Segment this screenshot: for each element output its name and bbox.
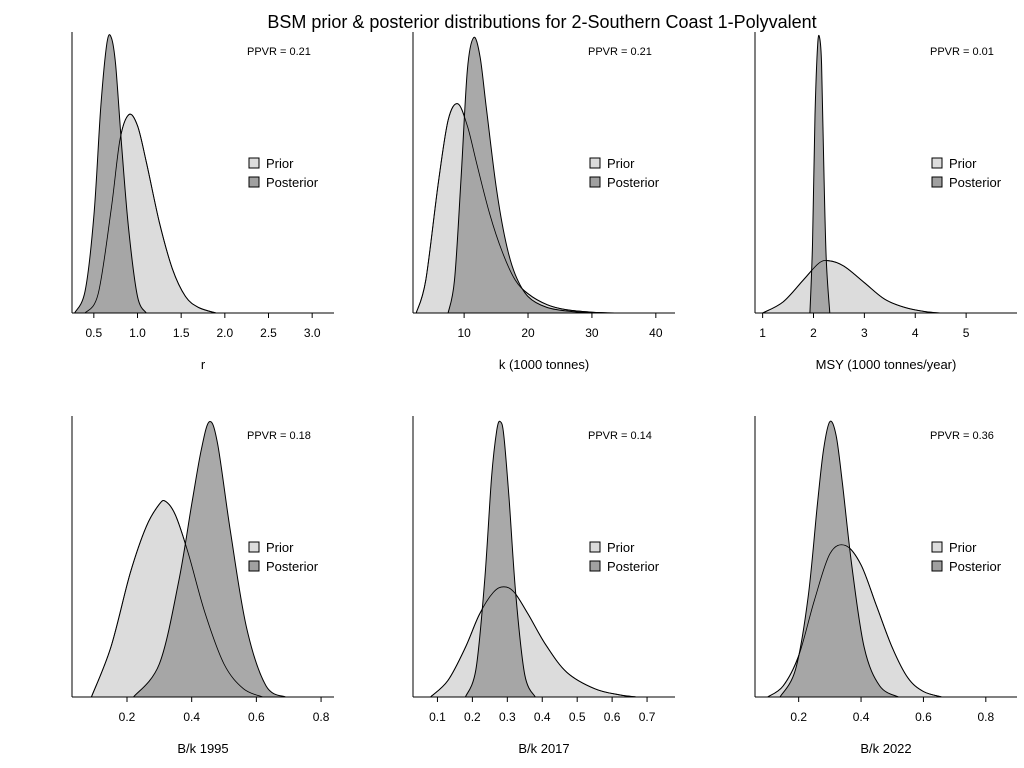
posterior-density: [779, 420, 901, 698]
panel-1: 0.5 1.0 1.5 2.0 2.5 3.0 r PPVR = 0.21 Prior Poste…: [71, 32, 334, 372]
legend-prior-label: Prior: [949, 156, 977, 171]
x-tick-label: 0.4: [183, 710, 200, 724]
posterior-density: [809, 34, 831, 314]
panel-6: 0.2 0.4 0.6 0.8 B/k 2022 PPVR = 0.36 Prior Post…: [754, 416, 1017, 756]
ppvr-annotation: PPVR = 0.21: [247, 46, 311, 58]
legend: Prior Posterior: [589, 540, 660, 574]
x-tick-label: 0.5: [569, 710, 586, 724]
legend-posterior-swatch: [589, 176, 601, 188]
legend-prior-label: Prior: [266, 540, 294, 555]
figure-title: BSM prior & posterior distributions for …: [267, 12, 816, 32]
panels-container: 0.5 1.0 1.5 2.0 2.5 3.0 r PPVR = 0.21 Prior Poste…: [71, 32, 1017, 756]
x-tick-label: 0.6: [248, 710, 265, 724]
x-tick-label: 0.5: [85, 326, 102, 340]
x-tick-label: 4: [912, 326, 919, 340]
legend-prior-swatch: [931, 541, 943, 553]
legend-posterior-swatch: [589, 560, 601, 572]
x-tick-label: 0.2: [790, 710, 807, 724]
x-tick-label: 40: [649, 326, 663, 340]
x-tick-label: 0.2: [119, 710, 136, 724]
x-tick-label: 0.3: [499, 710, 516, 724]
legend-posterior-label: Posterior: [607, 175, 660, 190]
x-tick-label: 1.5: [173, 326, 190, 340]
ppvr-annotation: PPVR = 0.01: [930, 46, 994, 58]
legend-prior-swatch: [589, 541, 601, 553]
prior-outline: [90, 500, 263, 698]
prior-outline: [84, 113, 217, 314]
x-tick-label: 0.4: [534, 710, 551, 724]
x-tick-label: 30: [585, 326, 599, 340]
ppvr-annotation: PPVR = 0.14: [588, 430, 652, 442]
legend-posterior-swatch: [931, 176, 943, 188]
ppvr-annotation: PPVR = 0.21: [588, 46, 652, 58]
legend-prior-label: Prior: [266, 156, 294, 171]
x-tick-label: 0.6: [604, 710, 621, 724]
x-tick-label: 1: [759, 326, 766, 340]
legend: Prior Posterior: [589, 156, 660, 190]
legend: Prior Posterior: [248, 540, 319, 574]
x-axis-label: B/k 1995: [177, 741, 228, 756]
posterior-density: [447, 36, 599, 314]
legend-posterior-swatch: [931, 560, 943, 572]
x-tick-label: 5: [963, 326, 970, 340]
x-tick-label: 20: [521, 326, 535, 340]
legend-posterior-label: Posterior: [266, 559, 319, 574]
prior-density: [429, 586, 637, 698]
legend-posterior-label: Posterior: [607, 559, 660, 574]
x-tick-label: 3.0: [304, 326, 321, 340]
legend-posterior-label: Posterior: [949, 559, 1002, 574]
x-tick-label: 0.1: [429, 710, 446, 724]
prior-outline: [415, 103, 618, 314]
posterior-density: [132, 421, 286, 698]
prior-outline: [429, 586, 637, 698]
x-tick-label: 0.8: [977, 710, 994, 724]
x-tick-label: 2.5: [260, 326, 277, 340]
x-axis-label: k (1000 tonnes): [499, 357, 589, 372]
prior-density: [762, 259, 941, 314]
legend: Prior Posterior: [248, 156, 319, 190]
legend: Prior Posterior: [931, 156, 1002, 190]
x-tick-label: 1.0: [129, 326, 146, 340]
x-tick-label: 0.2: [464, 710, 481, 724]
legend-prior-swatch: [248, 541, 260, 553]
legend-prior-swatch: [931, 157, 943, 169]
x-tick-label: 0.8: [313, 710, 330, 724]
x-tick-label: 2: [810, 326, 817, 340]
x-tick-label: 0.4: [853, 710, 870, 724]
legend: Prior Posterior: [931, 540, 1002, 574]
x-axis-label: r: [201, 357, 206, 372]
panel-2: 10 20 30 40k (1000 tonnes)PPVR = 0.21PriorP…: [412, 32, 675, 372]
x-axis-label: MSY (1000 tonnes/year): [816, 357, 957, 372]
prior-outline: [766, 544, 943, 698]
panel-3: 1 2 3 4 5 MSY (1000 tonnes/year) PPVR = 0.01 Pr…: [754, 32, 1017, 372]
legend-prior-label: Prior: [607, 540, 635, 555]
legend-posterior-label: Posterior: [949, 175, 1002, 190]
x-tick-label: 10: [457, 326, 471, 340]
legend-prior-swatch: [589, 157, 601, 169]
legend-posterior-swatch: [248, 560, 260, 572]
x-axis-label: B/k 2017: [518, 741, 569, 756]
x-tick-label: 3: [861, 326, 868, 340]
x-tick-label: 0.7: [639, 710, 656, 724]
x-tick-label: 0.6: [915, 710, 932, 724]
legend-prior-swatch: [248, 157, 260, 169]
ppvr-annotation: PPVR = 0.18: [247, 430, 311, 442]
panel-5: 0.1 0.2 0.3 0.4 0.5 0.6 0.7 B/k 2017 PPVR = 0.14…: [412, 416, 675, 756]
panel-4: 0.2 0.4 0.6 0.8 B/k 1995 PPVR = 0.18 Prior Post…: [71, 416, 334, 756]
x-axis-label: B/k 2022: [860, 741, 911, 756]
prior-outline: [762, 260, 941, 314]
legend-posterior-label: Posterior: [266, 175, 319, 190]
ppvr-annotation: PPVR = 0.36: [930, 430, 994, 442]
posterior-density: [73, 34, 148, 314]
legend-prior-label: Prior: [607, 156, 635, 171]
x-tick-label: 2.0: [216, 326, 233, 340]
legend-prior-label: Prior: [949, 540, 977, 555]
legend-posterior-swatch: [248, 176, 260, 188]
